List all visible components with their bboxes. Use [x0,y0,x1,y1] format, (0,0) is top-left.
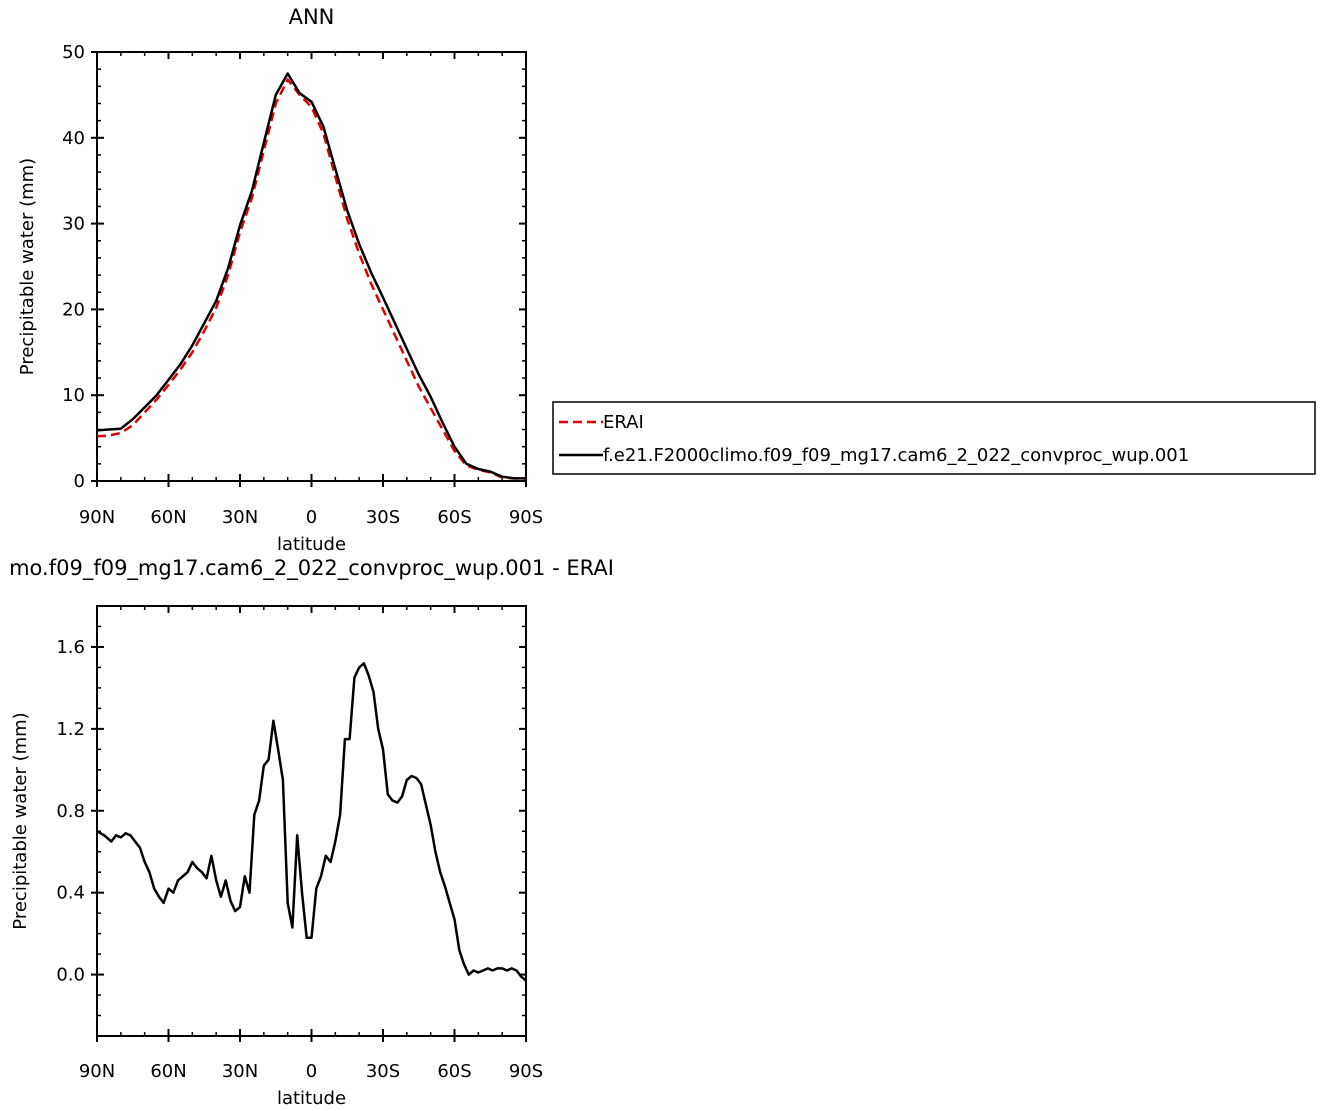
y-tick-label: 50 [62,42,85,63]
chart-2: 90N 60N 30N 0 30S 60S 90S 0.0 0.4 0.8 1.2 1.6 mo.f09… [9,556,614,1109]
plot-frame [96,51,527,482]
x-tick-label: 30S [366,1061,400,1082]
x-tick-label: 30N [222,507,258,528]
x-tick-label: 30S [366,507,400,528]
x-tick-label: 60N [150,507,186,528]
x-tick-label: 60S [437,507,471,528]
y-tick-label: 0.4 [56,883,85,904]
y-tick-label: 1.2 [56,719,85,740]
y-tick-label: 0.0 [56,965,85,986]
x-axis-label: latitude [277,1088,346,1109]
y-tick-label: 0.8 [56,801,85,822]
y-tick-label: 30 [62,214,85,235]
series-line-1 [97,662,526,982]
x-tick-label: 90N [79,507,115,528]
legend-box [552,401,1316,475]
series-line-1 [97,78,526,480]
chart-title: ANN [289,5,335,29]
y-tick-label: 20 [62,299,85,320]
x-tick-label: 0 [306,1061,317,1082]
x-tick-label: 90N [79,1061,115,1082]
x-tick-label: 90S [509,507,543,528]
y-tick-label: 40 [62,128,85,149]
y-axis-label: Precipitable water (mm) [10,712,31,929]
x-tick-label: 60N [150,1061,186,1082]
x-tick-label: 0 [306,507,317,528]
legend-entry-1: ERAI [603,412,644,433]
chart-title: mo.f09_f09_mg17.cam6_2_022_convproc_wup.… [9,556,614,581]
y-tick-label: 0 [74,471,85,492]
legend-entry-2: f.e21.F2000climo.f09_f09_mg17.cam6_2_022… [603,445,1189,466]
x-tick-label: 90S [509,1061,543,1082]
x-tick-label: 60S [437,1061,471,1082]
series-line-2 [97,72,526,480]
y-axis-label: Precipitable water (mm) [17,158,38,375]
chart-1: 90N 60N 30N 0 30S 60S 90S 0 10 20 30 40 50 ANN latitud… [17,5,1316,555]
x-axis-label: latitude [277,534,346,555]
x-tick-label: 30N [222,1061,258,1082]
legend: ERAI f.e21.F2000climo.f09_f09_mg17.cam6_2… [552,401,1316,475]
y-tick-label: 1.6 [56,637,85,658]
plot-frame [96,605,527,1037]
y-tick-label: 10 [62,385,85,406]
